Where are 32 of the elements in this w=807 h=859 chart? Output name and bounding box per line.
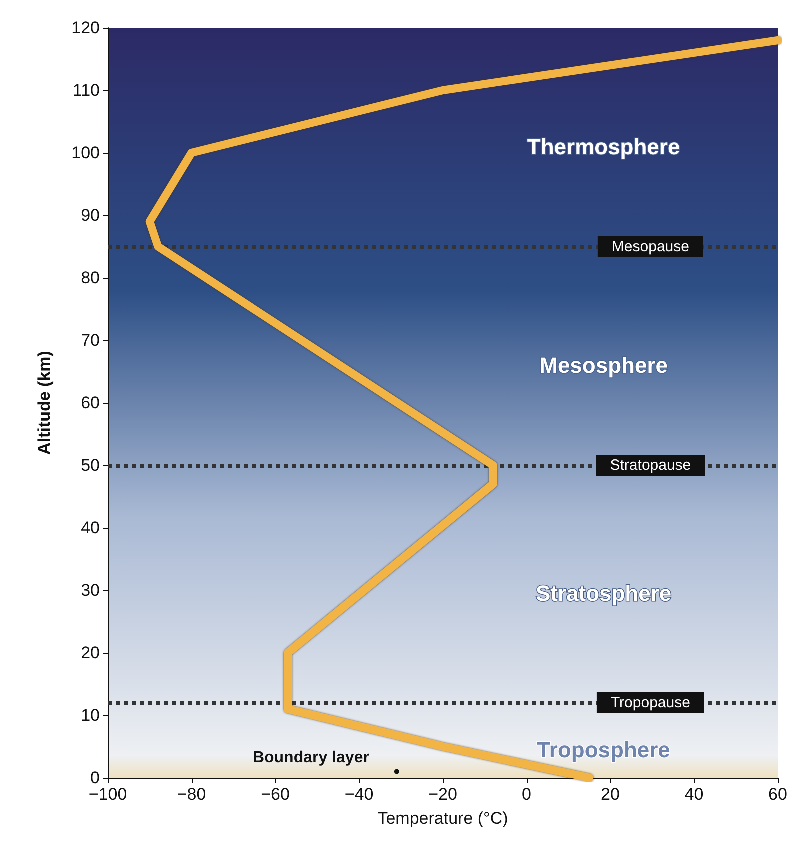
y-tick-label: 20 bbox=[81, 644, 100, 662]
x-tick-label: −60 bbox=[261, 785, 290, 804]
y-tick-label: 70 bbox=[81, 331, 100, 350]
x-tick-label: 20 bbox=[601, 785, 620, 804]
annotation: Boundary layer bbox=[252, 749, 370, 766]
y-tick-label: 40 bbox=[81, 518, 100, 538]
x-axis-title: Temperature (°C) bbox=[378, 809, 508, 828]
x-tick-label: −20 bbox=[428, 785, 458, 804]
x-tick-label: −100 bbox=[88, 785, 128, 804]
x-tick-label: 60 bbox=[768, 785, 788, 804]
ref-line-label: Stratopause bbox=[610, 457, 692, 474]
y-axis-title: Altitude (km) bbox=[35, 351, 54, 455]
y-tick-label: 90 bbox=[81, 206, 100, 225]
y-tick-label: 80 bbox=[81, 268, 100, 288]
y-tick-label: 60 bbox=[81, 394, 100, 412]
y-tick-label: 0 bbox=[90, 768, 100, 788]
x-tick-label: 40 bbox=[684, 785, 704, 804]
y-tick-label: 30 bbox=[81, 581, 100, 600]
y-tick-label: 10 bbox=[81, 706, 100, 725]
annotation: Mesosphere bbox=[540, 353, 668, 378]
x-tick-label: 0 bbox=[522, 785, 532, 804]
y-tick-label: 120 bbox=[72, 18, 100, 38]
ref-line-label: Tropopause bbox=[610, 694, 690, 712]
annotation: Stratosphere bbox=[536, 581, 672, 606]
x-tick-label: −40 bbox=[344, 785, 374, 804]
y-tick-label: 110 bbox=[72, 81, 100, 100]
x-tick-label: −80 bbox=[177, 785, 206, 804]
ref-line-label: Mesopause bbox=[612, 238, 690, 256]
annotation: Troposphere bbox=[537, 737, 670, 762]
y-tick-label: 50 bbox=[81, 456, 100, 475]
annotation: Thermosphere bbox=[527, 134, 680, 160]
y-tick-label: 100 bbox=[72, 144, 100, 162]
